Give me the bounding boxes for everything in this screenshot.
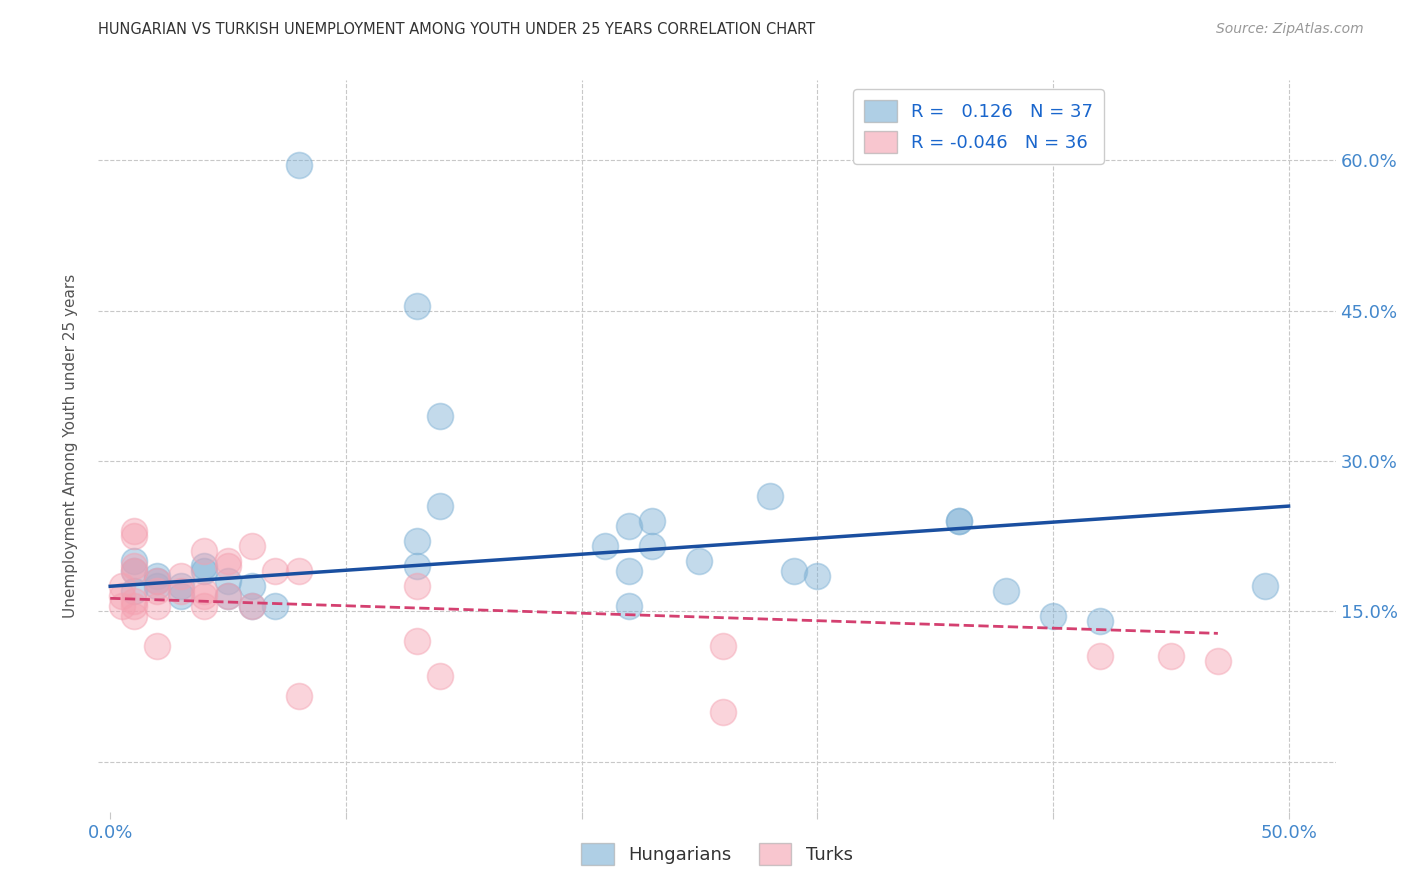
- Point: [1206, 655, 1229, 669]
- Point: [170, 589, 193, 603]
- Text: Source: ZipAtlas.com: Source: ZipAtlas.com: [1216, 22, 1364, 37]
- Point: [641, 539, 664, 553]
- Point: [1254, 579, 1277, 593]
- Point: [405, 559, 427, 574]
- Point: [287, 158, 309, 172]
- Point: [948, 514, 970, 528]
- Point: [593, 539, 616, 553]
- Point: [146, 569, 169, 583]
- Point: [193, 589, 215, 603]
- Point: [193, 544, 215, 558]
- Point: [1042, 609, 1064, 624]
- Point: [405, 634, 427, 648]
- Point: [122, 609, 145, 624]
- Point: [146, 574, 169, 589]
- Point: [711, 705, 734, 719]
- Point: [122, 559, 145, 574]
- Point: [193, 564, 215, 578]
- Point: [429, 409, 451, 423]
- Point: [122, 599, 145, 614]
- Point: [405, 579, 427, 593]
- Point: [122, 594, 145, 608]
- Point: [617, 564, 640, 578]
- Point: [146, 574, 169, 589]
- Point: [429, 669, 451, 683]
- Point: [217, 574, 239, 589]
- Point: [193, 599, 215, 614]
- Point: [193, 559, 215, 574]
- Point: [193, 584, 215, 599]
- Point: [146, 640, 169, 654]
- Point: [264, 564, 287, 578]
- Point: [240, 599, 263, 614]
- Point: [217, 589, 239, 603]
- Point: [711, 640, 734, 654]
- Point: [1088, 615, 1111, 629]
- Point: [617, 519, 640, 533]
- Point: [264, 599, 287, 614]
- Point: [994, 584, 1017, 599]
- Point: [240, 539, 263, 553]
- Point: [287, 564, 309, 578]
- Point: [146, 584, 169, 599]
- Point: [405, 299, 427, 313]
- Point: [1160, 649, 1182, 664]
- Legend: Hungarians, Turks: Hungarians, Turks: [574, 836, 860, 872]
- Point: [122, 584, 145, 599]
- Point: [688, 554, 710, 568]
- Point: [287, 690, 309, 704]
- Point: [759, 489, 782, 503]
- Point: [111, 599, 134, 614]
- Point: [217, 559, 239, 574]
- Point: [217, 589, 239, 603]
- Y-axis label: Unemployment Among Youth under 25 years: Unemployment Among Youth under 25 years: [63, 274, 77, 618]
- Text: HUNGARIAN VS TURKISH UNEMPLOYMENT AMONG YOUTH UNDER 25 YEARS CORRELATION CHART: HUNGARIAN VS TURKISH UNEMPLOYMENT AMONG …: [98, 22, 815, 37]
- Point: [429, 499, 451, 513]
- Point: [111, 589, 134, 603]
- Point: [240, 599, 263, 614]
- Point: [146, 579, 169, 593]
- Point: [806, 569, 828, 583]
- Point: [641, 514, 664, 528]
- Point: [170, 569, 193, 583]
- Point: [170, 584, 193, 599]
- Point: [782, 564, 804, 578]
- Point: [146, 599, 169, 614]
- Point: [122, 554, 145, 568]
- Point: [170, 579, 193, 593]
- Point: [122, 524, 145, 538]
- Point: [111, 579, 134, 593]
- Point: [122, 564, 145, 578]
- Point: [1088, 649, 1111, 664]
- Point: [122, 529, 145, 543]
- Point: [217, 554, 239, 568]
- Point: [240, 579, 263, 593]
- Point: [122, 564, 145, 578]
- Point: [617, 599, 640, 614]
- Point: [948, 514, 970, 528]
- Point: [405, 534, 427, 549]
